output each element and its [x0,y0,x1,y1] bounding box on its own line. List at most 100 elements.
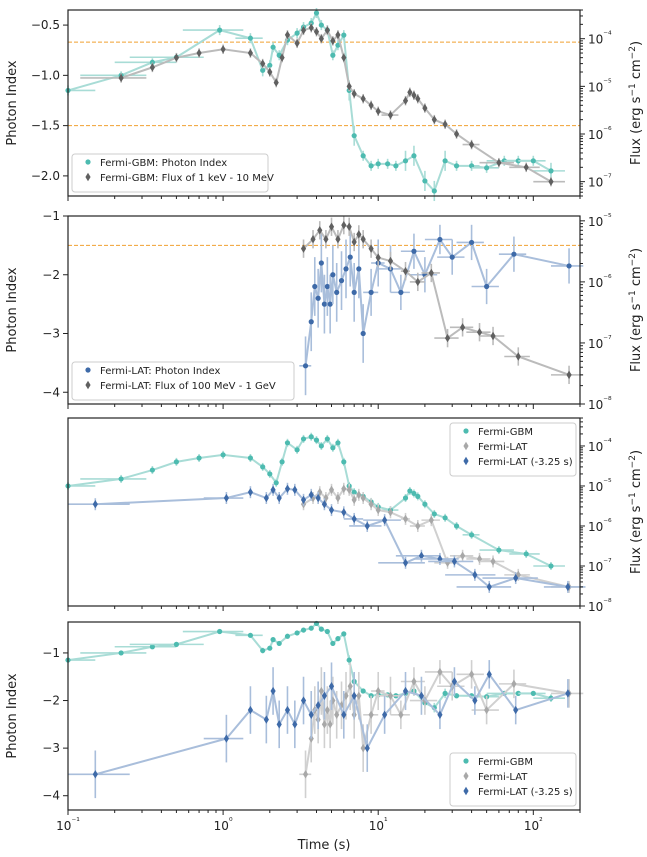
data-point [267,471,273,477]
data-point [346,82,352,91]
legend-entry: Fermi-GBM: Flux of 1 keV - 10 MeV [100,173,274,184]
data-point [217,27,223,33]
data-point [284,440,291,446]
series-2 [300,215,584,385]
data-point [310,235,316,244]
data-point [411,91,417,100]
legend-entry: Fermi-LAT (-3.25 s) [478,457,573,468]
y-tick-label: −3 [42,741,60,755]
data-point [149,644,155,650]
data-point [360,235,366,244]
plot-frame [67,417,581,607]
y-right-tick-label: 10⁻⁶ [588,274,612,290]
data-point [360,688,366,694]
y-tick-label: −0.5 [31,18,60,32]
y-right-tick-label: 10⁻⁴ [588,31,612,47]
data-point [149,59,155,65]
data-point [302,770,309,779]
data-point [330,52,336,58]
data-point [284,705,291,715]
y-tick-label: −4 [42,385,60,399]
data-point [334,710,340,720]
data-point [422,178,428,184]
series-2 [300,482,584,593]
data-point [442,515,448,521]
data-point [356,230,362,239]
y-tick-label: −3 [42,327,60,341]
data-point [308,625,314,631]
plot-frame [67,621,581,811]
data-point [402,158,409,164]
data-point [341,631,347,637]
y-tick-label: −2 [42,694,60,708]
data-point [267,67,273,77]
data-point [411,153,417,159]
data-point [273,78,279,87]
data-point [548,168,554,174]
data-point [511,251,517,257]
legend-marker [463,786,469,796]
data-point [173,459,180,465]
data-point [418,551,425,560]
data-point [279,53,285,62]
data-point [368,710,374,720]
data-point [451,677,458,686]
legend-marker [463,758,469,764]
data-point [437,236,443,243]
data-point [324,705,330,715]
data-point [284,484,291,493]
y-tick-label: −1 [42,646,60,660]
data-point [196,48,202,58]
data-point [315,295,321,301]
data-point [347,682,353,691]
data-point [267,645,273,651]
data-point [431,188,437,194]
data-point [92,770,98,779]
series-2 [80,22,565,187]
data-point [472,696,478,705]
data-point [351,495,357,505]
panel-1: −0.5 −1.0 −1.5 −2.0 10⁻⁷ 10⁻⁶ 10⁻⁵ 10⁻⁴ Photon I… [5,7,644,202]
data-point [428,515,434,525]
panel-2: −1 −2 −3 −4 10⁻⁸ 10⁻⁷ 10⁻⁶ 10⁻⁵ Photon Index Flux… [5,209,644,412]
data-point [260,59,266,68]
data-point [330,445,336,451]
legend-marker [463,441,469,451]
data-point [321,301,328,307]
data-point [360,153,366,159]
legend-entry: Fermi-GBM: Photon Index [100,158,227,169]
data-point [453,163,460,169]
data-point [284,30,291,40]
data-point [484,283,490,290]
data-point [334,289,340,295]
data-point [335,440,341,446]
data-point [472,570,478,580]
data-point [382,710,388,720]
y-right-axis-label: Flux (erg s−1 cm−2) [628,450,644,574]
data-point [308,319,314,325]
data-point [453,129,460,139]
data-point [294,447,300,453]
data-point [260,647,266,654]
data-point [356,691,362,700]
series-line [95,487,569,589]
data-point [294,39,300,48]
data-point [318,34,324,43]
data-point [270,637,276,643]
data-point [387,256,394,266]
data-point [351,289,357,295]
data-point [335,636,341,642]
data-point [351,89,357,98]
data-point [511,679,517,689]
series-line [304,237,570,366]
data-point [415,521,421,531]
series-3 [67,660,571,799]
data-point [411,248,417,254]
data-point [260,67,266,73]
data-point [92,500,98,509]
legend: Fermi-GBM Fermi-LAT Fermi-LAT (-3.25 s) [449,752,577,807]
data-point [324,628,330,635]
data-point [321,500,328,509]
data-point [300,436,307,442]
